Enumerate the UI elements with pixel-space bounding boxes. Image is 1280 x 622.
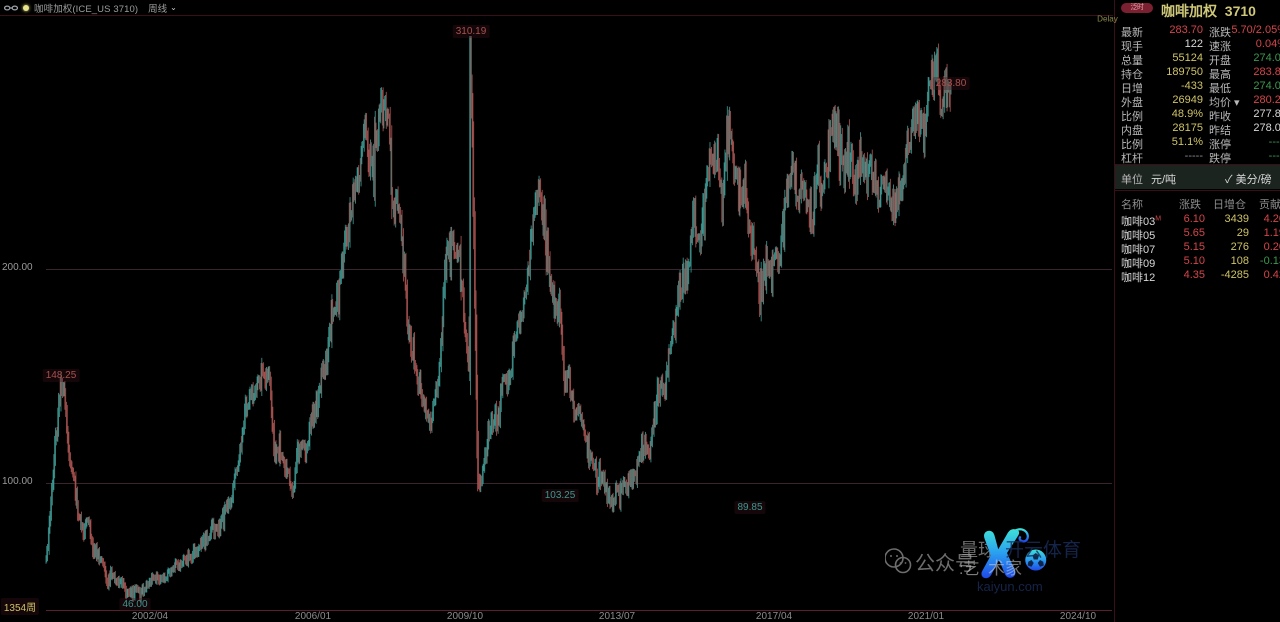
svg-text:kaiyun.com: kaiyun.com — [977, 579, 1043, 594]
svg-text:开云体育: 开云体育 — [1005, 539, 1081, 561]
svg-text:术家: 术家 — [988, 559, 1022, 578]
svg-text::艺: :艺 — [959, 560, 979, 578]
